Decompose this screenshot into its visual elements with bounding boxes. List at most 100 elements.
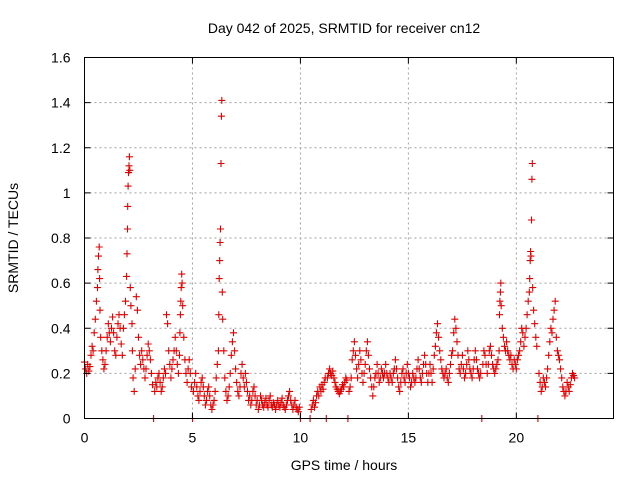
data-point bbox=[151, 387, 159, 395]
data-point bbox=[219, 315, 227, 323]
data-point bbox=[94, 266, 102, 274]
data-point bbox=[527, 252, 535, 260]
data-point bbox=[543, 374, 551, 382]
data-point bbox=[90, 329, 98, 337]
data-point bbox=[216, 239, 224, 246]
data-point bbox=[415, 365, 423, 373]
data-point bbox=[142, 365, 150, 373]
data-point bbox=[359, 378, 367, 386]
data-point bbox=[493, 360, 501, 368]
data-point bbox=[521, 333, 529, 341]
data-point bbox=[523, 311, 531, 319]
data-point bbox=[520, 342, 528, 350]
data-point bbox=[507, 351, 515, 359]
data-point bbox=[220, 347, 228, 355]
data-point bbox=[126, 166, 134, 174]
data-point bbox=[529, 284, 537, 292]
data-point bbox=[240, 383, 248, 391]
data-point bbox=[352, 351, 359, 359]
data-point bbox=[147, 369, 155, 377]
data-point bbox=[198, 374, 206, 382]
data-point bbox=[364, 351, 372, 359]
data-point bbox=[375, 378, 383, 386]
data-point bbox=[503, 338, 511, 346]
data-point bbox=[177, 297, 185, 305]
data-point bbox=[513, 356, 521, 364]
data-point bbox=[249, 387, 257, 395]
data-point bbox=[223, 396, 231, 404]
data-point bbox=[501, 342, 508, 350]
data-point bbox=[458, 351, 466, 359]
data-point bbox=[217, 225, 224, 233]
data-point bbox=[212, 374, 220, 382]
data-point bbox=[141, 374, 149, 382]
data-point bbox=[285, 392, 292, 400]
data-point bbox=[552, 333, 560, 341]
data-point bbox=[340, 383, 348, 391]
data-point bbox=[354, 374, 362, 382]
data-point bbox=[294, 408, 302, 416]
data-point bbox=[481, 351, 489, 359]
data-point bbox=[195, 396, 203, 404]
data-point bbox=[349, 347, 357, 355]
data-point bbox=[109, 313, 117, 321]
data-point bbox=[125, 162, 133, 170]
data-point bbox=[411, 378, 419, 386]
data-point bbox=[548, 329, 556, 337]
data-point bbox=[143, 351, 151, 359]
data-point bbox=[331, 378, 339, 386]
data-point bbox=[266, 392, 274, 400]
data-point bbox=[553, 347, 561, 355]
data-point bbox=[239, 374, 247, 382]
data-point bbox=[530, 306, 538, 314]
data-point bbox=[561, 392, 569, 400]
data-point bbox=[95, 243, 103, 251]
data-point bbox=[445, 369, 453, 377]
data-point bbox=[343, 376, 351, 384]
data-point bbox=[495, 347, 503, 355]
data-point bbox=[169, 356, 177, 364]
y-axis-label: SRMTID / TECUs bbox=[5, 183, 21, 293]
data-point bbox=[537, 387, 545, 395]
data-point bbox=[362, 347, 370, 355]
data-point bbox=[443, 374, 451, 382]
data-point bbox=[449, 347, 457, 355]
data-point bbox=[265, 396, 273, 404]
y-tick-label: 1 bbox=[63, 185, 71, 201]
data-point bbox=[192, 369, 200, 377]
data-point bbox=[554, 351, 562, 359]
data-point bbox=[355, 360, 363, 368]
data-point bbox=[233, 378, 241, 386]
data-point bbox=[416, 374, 424, 382]
data-point bbox=[403, 360, 411, 368]
data-point bbox=[166, 360, 174, 368]
data-point bbox=[442, 365, 450, 373]
data-point bbox=[373, 360, 381, 368]
data-point bbox=[421, 351, 429, 359]
data-point bbox=[535, 369, 543, 377]
axis-ticks bbox=[84, 57, 614, 419]
data-point bbox=[127, 302, 135, 310]
data-point bbox=[254, 406, 262, 413]
data-point bbox=[451, 315, 459, 323]
data-point bbox=[129, 374, 137, 382]
data-point bbox=[194, 392, 202, 400]
data-point bbox=[525, 288, 533, 296]
data-point bbox=[557, 365, 565, 373]
data-point bbox=[108, 324, 115, 332]
data-point bbox=[124, 225, 131, 233]
data-point bbox=[209, 401, 217, 409]
data-point bbox=[394, 374, 402, 382]
data-point bbox=[183, 378, 191, 386]
data-point bbox=[146, 356, 154, 364]
data-point bbox=[125, 153, 133, 161]
data-point bbox=[122, 297, 129, 305]
data-point bbox=[217, 112, 225, 120]
data-point bbox=[215, 311, 223, 319]
y-tick-label: 1.2 bbox=[51, 140, 71, 156]
data-point bbox=[471, 347, 479, 355]
y-tick-label: 0.8 bbox=[51, 230, 71, 246]
data-point bbox=[123, 250, 131, 258]
data-point bbox=[231, 347, 239, 355]
